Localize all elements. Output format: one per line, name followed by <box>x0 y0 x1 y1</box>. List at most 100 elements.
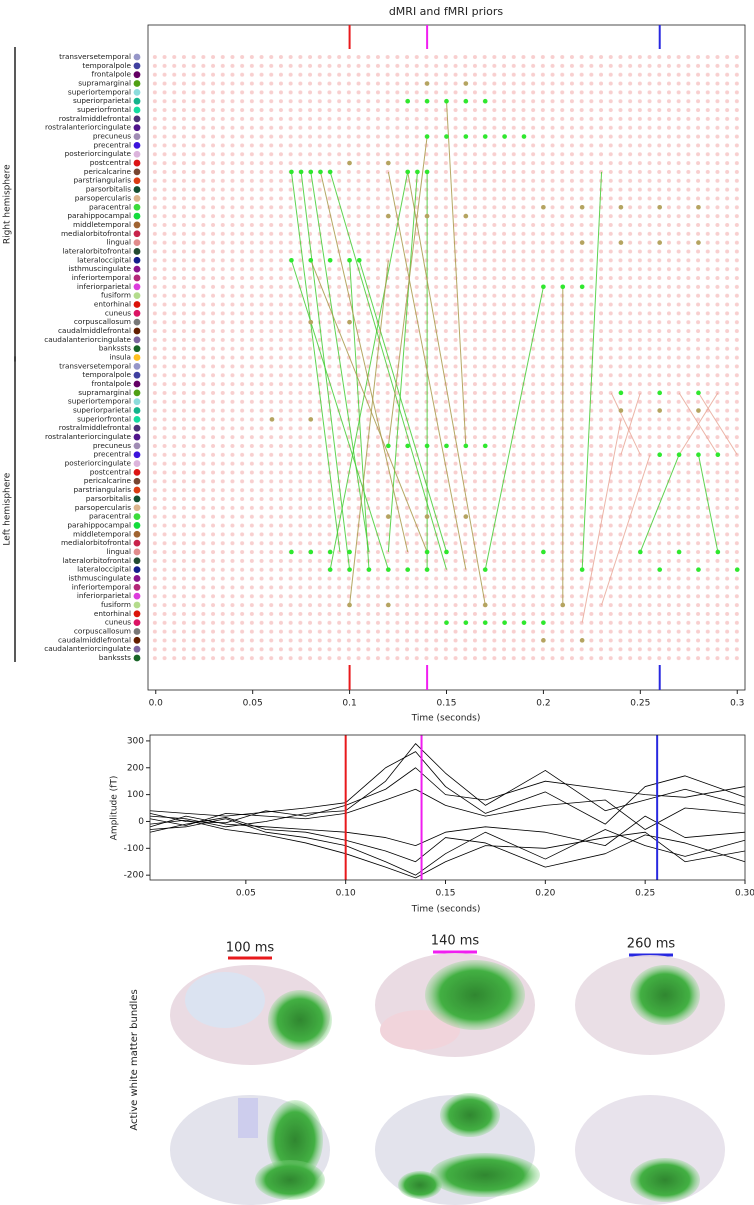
row-label: caudalanteriorcingulate <box>44 644 131 653</box>
row-color <box>133 575 141 582</box>
plot-frame <box>149 734 746 881</box>
row-color <box>133 301 141 308</box>
row-label: middletemporal <box>73 220 131 229</box>
row-color <box>133 380 141 388</box>
row-label: rostralanteriorcingulate <box>45 432 132 441</box>
row-label: fusiform <box>101 600 131 609</box>
active-dot <box>676 452 682 458</box>
y-axis-label: Amplitude (fT) <box>110 776 120 841</box>
row-color <box>133 398 141 406</box>
row-color <box>133 186 141 193</box>
trace <box>149 819 746 879</box>
link <box>698 392 738 455</box>
active-dot <box>696 390 701 396</box>
row-color <box>133 362 141 370</box>
active-dot <box>308 169 314 175</box>
y-tick-label: 0 <box>138 817 144 827</box>
active-dot <box>696 408 701 413</box>
link <box>320 171 409 553</box>
panel-label: 140 ms <box>431 934 480 949</box>
row-label: inferiortemporal <box>72 582 131 591</box>
link <box>610 392 641 455</box>
row-label: inferiortemporal <box>72 273 131 282</box>
active-dot <box>734 567 740 572</box>
row-label: superiortemporal <box>68 87 131 96</box>
link <box>310 260 428 553</box>
row-label: pericalcarine <box>84 167 132 176</box>
active-dot <box>541 549 546 555</box>
active-dot <box>638 549 643 555</box>
row-color <box>133 345 141 353</box>
row-color <box>133 407 141 414</box>
active-dot <box>444 443 449 449</box>
row-color <box>133 495 141 503</box>
row-color <box>133 504 141 512</box>
row-color <box>133 71 141 79</box>
x-axis-label: Time (seconds) <box>411 714 481 724</box>
row-color <box>133 265 141 273</box>
active-dot <box>405 169 411 175</box>
active-dot <box>386 567 391 572</box>
row-color <box>133 141 141 149</box>
row-color <box>133 645 141 653</box>
active-dot <box>579 284 585 290</box>
active-dot <box>463 514 469 519</box>
row-label: caudalmiddlefrontal <box>58 326 131 335</box>
row-label: superiorparietal <box>73 406 131 415</box>
panel-label: 100 ms <box>226 941 275 956</box>
row-label: precuneus <box>93 132 131 141</box>
active-dot <box>356 257 362 263</box>
y-tick-label: -200 <box>124 871 145 881</box>
row-color <box>133 53 141 61</box>
active-dot <box>366 567 372 572</box>
x-tick-label: 0.25 <box>635 889 655 899</box>
active-dot <box>618 240 624 245</box>
active-dot <box>318 169 323 175</box>
link <box>484 286 544 570</box>
row-label: inferiorparietal <box>77 591 131 600</box>
active-dot <box>298 169 304 175</box>
row-color <box>133 292 141 300</box>
row-color <box>133 433 141 441</box>
active-dot <box>347 602 352 608</box>
brain-images <box>170 953 725 1205</box>
panel-label: 260 ms <box>627 937 676 952</box>
active-dot <box>424 213 430 219</box>
active-dot <box>541 638 546 643</box>
row-color <box>133 327 141 335</box>
active-dot <box>308 257 314 263</box>
active-dot <box>482 443 488 449</box>
x-tick-label: 0.3 <box>730 699 744 709</box>
active-dot <box>405 567 411 572</box>
active-dot <box>715 452 721 458</box>
row-label: parsorbitalis <box>86 494 131 503</box>
active-dot <box>618 390 624 396</box>
row-label: cuneus <box>105 618 131 627</box>
active-dot <box>308 319 314 325</box>
row-label: superiorparietal <box>73 96 131 105</box>
row-label: parstriangularis <box>74 485 132 494</box>
active-dot <box>521 620 527 625</box>
active-dot <box>347 257 352 263</box>
link <box>697 454 719 553</box>
active-dot <box>347 319 352 325</box>
row-label: precentral <box>94 450 131 459</box>
active-dot <box>657 452 663 458</box>
row-color <box>133 460 141 467</box>
active-dot <box>715 549 721 555</box>
row-color <box>133 150 141 158</box>
row-color <box>133 195 141 202</box>
active-dot <box>579 638 585 643</box>
active-dot <box>405 443 411 449</box>
link <box>446 101 467 446</box>
active-dot <box>618 204 624 210</box>
active-dot <box>579 567 585 572</box>
row-label: parsorbitalis <box>86 185 131 194</box>
x-tick-label: 0.10 <box>336 889 356 899</box>
active-dot <box>444 134 449 139</box>
row-color <box>133 115 141 123</box>
row-label: corpuscallosum <box>74 626 131 635</box>
row-color <box>133 239 141 247</box>
active-dot <box>308 549 314 555</box>
